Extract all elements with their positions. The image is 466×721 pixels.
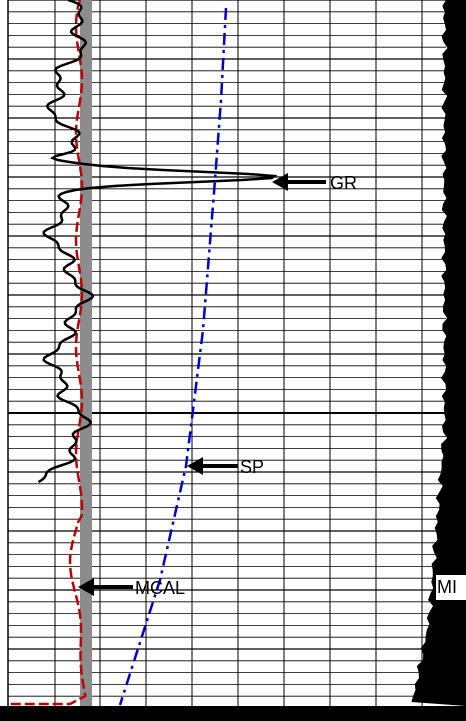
arrow-head xyxy=(78,578,94,596)
arrow-head xyxy=(272,173,288,191)
arrow-head xyxy=(187,457,203,475)
sp-curve xyxy=(118,7,228,706)
gr-label: GR xyxy=(330,173,357,193)
mcal-curve xyxy=(10,0,87,706)
mcal-label: MCAL xyxy=(135,578,185,598)
sp-callout: SP xyxy=(187,457,264,477)
mi-fill xyxy=(411,0,466,706)
gr-curve xyxy=(37,0,278,484)
sp-label: SP xyxy=(240,457,264,477)
mi-label-box xyxy=(436,575,466,600)
mi-label: MI xyxy=(437,577,457,597)
gr-callout: GR xyxy=(272,173,357,193)
mcal-callout: MCAL xyxy=(78,578,185,598)
bottom-band xyxy=(0,706,466,721)
mcal-shading xyxy=(80,0,92,706)
